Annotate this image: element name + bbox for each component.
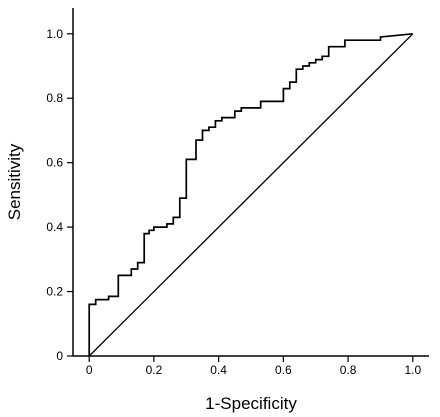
y-tick-label: 0.2: [46, 285, 63, 299]
y-tick-label: 0.4: [46, 220, 63, 234]
x-axis-title: 1-Specificity: [205, 394, 297, 413]
reference-diagonal-line: [88, 33, 414, 357]
x-tick-label: 1.0: [404, 363, 421, 377]
y-tick-label: 0: [56, 349, 63, 363]
y-tick-label: 0.8: [46, 91, 63, 105]
ticks: 0 0.2 0.4 0.6 0.8 1.0 0 0.2 0.4 0.6 0.8 1.0: [46, 27, 421, 377]
y-tick-label: 1.0: [46, 27, 63, 41]
roc-curve: [88, 32, 413, 356]
x-tick-label: 0.4: [210, 363, 227, 377]
x-tick-label: 0.6: [275, 363, 292, 377]
x-tick-label: 0.2: [146, 363, 163, 377]
y-axis-title: Sensitivity: [5, 143, 24, 220]
y-tick-label: 0.6: [46, 156, 63, 170]
x-tick-label: 0: [86, 363, 93, 377]
series-group: [88, 32, 414, 357]
x-tick-label: 0.8: [340, 363, 357, 377]
axes: [72, 8, 429, 357]
